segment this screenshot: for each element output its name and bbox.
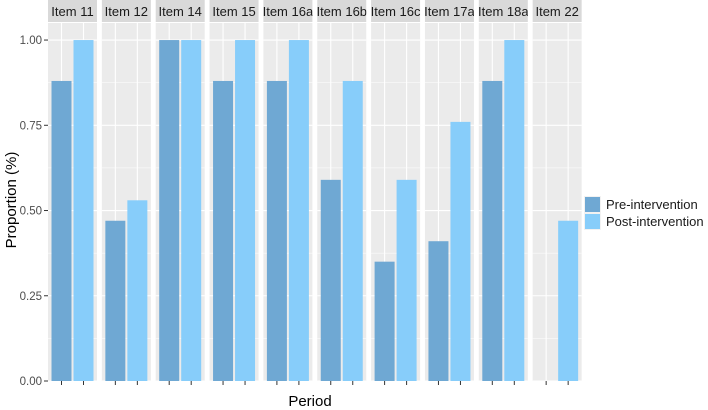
facet-strip (478, 0, 528, 22)
facet-strip-label: Item 16a (263, 4, 314, 19)
bar (159, 40, 180, 382)
facet-strip (101, 0, 151, 22)
facet-panels: Item 11 Item 12 Item 14 Item 15 Item 16a Item… (48, 0, 582, 385)
facet-strip-label: Item 16c (371, 4, 421, 19)
y-tick-label: 1.00 (20, 35, 42, 47)
facet-strip-label: Item 15 (212, 4, 255, 19)
facet-panel: Item 15 (209, 0, 259, 385)
y-tick-label: 0.25 (20, 291, 42, 303)
facet-strip (317, 0, 367, 22)
bar (213, 80, 234, 381)
bar (181, 40, 202, 382)
facet-strip-label: Item 12 (105, 4, 148, 19)
bar (428, 241, 449, 381)
facet-strip (263, 0, 313, 22)
bar (450, 121, 471, 381)
facet-panel: Item 12 (101, 0, 151, 385)
legend: Pre-intervention Post-intervention (584, 196, 704, 230)
facet-strip (424, 0, 474, 22)
facet-strip-label: Item 14 (159, 4, 202, 19)
facet-panel: Item 14 (155, 0, 205, 385)
x-axis-title: Period (288, 393, 331, 410)
facet-strip-label: Item 11 (51, 4, 93, 19)
bar (374, 261, 395, 381)
facet-strip-label: Item 18a (478, 4, 529, 19)
facet-strip (155, 0, 205, 22)
legend-label: Pre-intervention (606, 197, 698, 212)
bar (504, 40, 525, 382)
facet-strip-label: Item 16b (316, 4, 367, 19)
legend-key (585, 214, 600, 229)
facet-panel: Item 16a (263, 0, 314, 385)
bar (558, 220, 579, 381)
y-tick-label: 0.00 (20, 376, 42, 388)
facet-strip (209, 0, 259, 22)
legend-label: Post-intervention (606, 214, 704, 229)
facet-strip (48, 0, 97, 22)
bar (482, 80, 503, 381)
bar (73, 40, 94, 382)
bar (105, 220, 126, 381)
bar (320, 179, 341, 381)
y-tick-label: 0.50 (20, 206, 42, 218)
bar (396, 179, 417, 381)
bar (342, 80, 363, 381)
facet-strip-label: Item 17a (424, 4, 475, 19)
legend-key (585, 197, 600, 212)
facet-panel: Item 16b (316, 0, 367, 385)
facet-strip (371, 0, 421, 22)
facet-strip (532, 0, 582, 22)
y-axis: 0.00 0.25 0.50 0.75 1.00 (20, 35, 48, 388)
bar (127, 200, 148, 381)
facet-panel: Item 16c (371, 0, 421, 385)
bar (235, 40, 256, 382)
y-tick-label: 0.75 (20, 120, 42, 132)
bar (51, 80, 72, 381)
facet-panel: Item 18a (478, 0, 529, 385)
facet-panel: Item 11 (48, 0, 97, 385)
facet-panel: Item 17a (424, 0, 475, 385)
y-axis-title: Proportion (%) (3, 152, 20, 249)
bar (288, 40, 309, 382)
facet-strip-label: Item 22 (535, 4, 578, 19)
facet-panel: Item 22 (532, 0, 582, 385)
bar (266, 80, 287, 381)
